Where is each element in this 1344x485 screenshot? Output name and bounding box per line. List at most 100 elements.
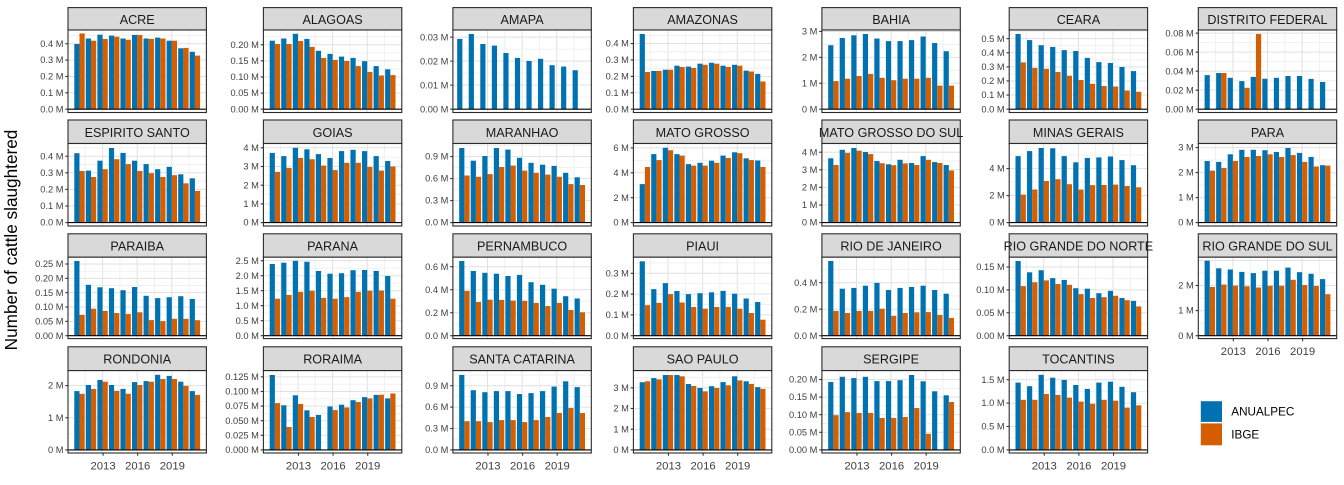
- svg-text:2016: 2016: [879, 461, 904, 473]
- svg-text:0.0 M: 0.0 M: [40, 104, 63, 114]
- svg-text:0.0 M: 0.0 M: [606, 331, 629, 341]
- svg-text:0.125 M: 0.125 M: [225, 372, 259, 382]
- svg-text:0.05 M: 0.05 M: [230, 88, 258, 98]
- svg-text:0.075 M: 0.075 M: [225, 401, 259, 411]
- svg-text:4 M: 4 M: [613, 168, 629, 178]
- svg-text:TOCANTINS: TOCANTINS: [1042, 353, 1115, 367]
- svg-text:0.4 M: 0.4 M: [794, 278, 817, 288]
- svg-text:0.3 M: 0.3 M: [606, 268, 629, 278]
- svg-text:2016: 2016: [321, 461, 346, 473]
- svg-text:0.0 M: 0.0 M: [794, 331, 817, 341]
- svg-text:0.5 M: 0.5 M: [236, 316, 259, 326]
- svg-text:0.3 M: 0.3 M: [40, 55, 63, 65]
- svg-text:2013: 2013: [656, 461, 681, 473]
- svg-text:3 M: 3 M: [1178, 143, 1194, 153]
- svg-text:ACRE: ACRE: [120, 13, 155, 27]
- svg-text:0.0 M: 0.0 M: [606, 104, 629, 114]
- svg-text:0.3 M: 0.3 M: [606, 55, 629, 65]
- svg-text:MATO GROSSO DO SUL: MATO GROSSO DO SUL: [819, 126, 963, 140]
- svg-text:0 M: 0 M: [1178, 218, 1194, 228]
- svg-text:0.0 M: 0.0 M: [981, 445, 1004, 455]
- svg-text:1 M: 1 M: [802, 78, 818, 88]
- svg-text:2 M: 2 M: [243, 180, 259, 190]
- svg-text:0.06 M: 0.06 M: [1165, 47, 1193, 57]
- svg-text:0.10 M: 0.10 M: [230, 72, 258, 82]
- svg-text:ANUALPEC: ANUALPEC: [1231, 406, 1294, 419]
- svg-text:0.9 M: 0.9 M: [425, 381, 448, 391]
- svg-text:0.025 M: 0.025 M: [225, 430, 259, 440]
- svg-text:0.00 M: 0.00 M: [420, 104, 448, 114]
- svg-text:0.0 M: 0.0 M: [425, 218, 448, 228]
- svg-text:0 M: 0 M: [802, 218, 818, 228]
- svg-text:0.0 M: 0.0 M: [425, 331, 448, 341]
- svg-text:SAO PAULO: SAO PAULO: [667, 353, 739, 367]
- svg-text:MATO GROSSO: MATO GROSSO: [656, 126, 750, 140]
- svg-text:1.0 M: 1.0 M: [981, 398, 1004, 408]
- svg-text:2016: 2016: [1255, 346, 1280, 358]
- svg-text:0.04 M: 0.04 M: [1165, 66, 1193, 76]
- svg-text:0.10 M: 0.10 M: [789, 410, 817, 420]
- svg-text:PERNAMBUCO: PERNAMBUCO: [477, 240, 567, 254]
- svg-text:AMAZONAS: AMAZONAS: [667, 13, 738, 27]
- svg-text:0.6 M: 0.6 M: [425, 174, 448, 184]
- svg-text:0 M: 0 M: [243, 218, 259, 228]
- svg-text:RORAIMA: RORAIMA: [303, 353, 362, 367]
- svg-text:0.20 M: 0.20 M: [230, 40, 258, 50]
- svg-text:4 M: 4 M: [802, 147, 818, 157]
- svg-text:2016: 2016: [510, 461, 535, 473]
- svg-text:PARA: PARA: [1251, 126, 1285, 140]
- svg-text:0.1 M: 0.1 M: [40, 201, 63, 211]
- svg-text:0.15 M: 0.15 M: [976, 262, 1004, 272]
- svg-text:0.5 M: 0.5 M: [981, 422, 1004, 432]
- svg-text:2019: 2019: [545, 461, 570, 473]
- svg-text:1 M: 1 M: [613, 424, 629, 434]
- svg-text:0.00 M: 0.00 M: [1165, 104, 1193, 114]
- svg-text:2.5 M: 2.5 M: [236, 256, 259, 266]
- svg-text:0.6 M: 0.6 M: [425, 262, 448, 272]
- svg-text:2.0 M: 2.0 M: [236, 271, 259, 281]
- svg-text:0.01 M: 0.01 M: [420, 80, 448, 90]
- svg-text:2013: 2013: [1032, 461, 1057, 473]
- svg-text:2019: 2019: [1290, 346, 1315, 358]
- svg-text:MINAS GERAIS: MINAS GERAIS: [1033, 126, 1124, 140]
- svg-text:0.00 M: 0.00 M: [976, 331, 1004, 341]
- svg-text:MARANHAO: MARANHAO: [486, 126, 559, 140]
- svg-text:0.1 M: 0.1 M: [606, 310, 629, 320]
- svg-text:0.4 M: 0.4 M: [40, 39, 63, 49]
- svg-text:0 M: 0 M: [613, 445, 629, 455]
- svg-text:0.9 M: 0.9 M: [425, 152, 448, 162]
- svg-text:0 M: 0 M: [613, 218, 629, 228]
- svg-text:0.15 M: 0.15 M: [230, 56, 258, 66]
- svg-text:2 M: 2 M: [802, 52, 818, 62]
- svg-text:1 M: 1 M: [1178, 306, 1194, 316]
- svg-text:0.1 M: 0.1 M: [40, 88, 63, 98]
- svg-text:Number of cattle slaughtered: Number of cattle slaughtered: [1, 130, 21, 351]
- svg-text:0.05 M: 0.05 M: [35, 316, 63, 326]
- svg-text:PARANA: PARANA: [307, 240, 358, 254]
- svg-text:3 M: 3 M: [243, 162, 259, 172]
- svg-text:PARAIBA: PARAIBA: [110, 240, 164, 254]
- svg-text:2019: 2019: [160, 461, 185, 473]
- svg-text:2 M: 2 M: [613, 404, 629, 414]
- svg-text:1 M: 1 M: [802, 200, 818, 210]
- svg-text:0.02 M: 0.02 M: [420, 56, 448, 66]
- svg-text:SANTA CATARINA: SANTA CATARINA: [469, 353, 575, 367]
- svg-text:IBGE: IBGE: [1231, 429, 1259, 442]
- svg-text:0.2 M: 0.2 M: [40, 72, 63, 82]
- svg-text:CEARA: CEARA: [1057, 13, 1101, 27]
- svg-text:RIO GRANDE DO NORTE: RIO GRANDE DO NORTE: [1004, 240, 1154, 254]
- svg-text:0.3 M: 0.3 M: [425, 424, 448, 434]
- svg-text:1 M: 1 M: [243, 199, 259, 209]
- svg-text:0.2 M: 0.2 M: [606, 289, 629, 299]
- svg-text:4 M: 4 M: [989, 164, 1005, 174]
- svg-text:2 M: 2 M: [48, 381, 64, 391]
- svg-text:0.00 M: 0.00 M: [789, 445, 817, 455]
- svg-text:1.5 M: 1.5 M: [981, 375, 1004, 385]
- svg-text:ESPIRITO SANTO: ESPIRITO SANTO: [85, 126, 190, 140]
- svg-text:0.3 M: 0.3 M: [981, 62, 1004, 72]
- svg-text:AMAPA: AMAPA: [501, 13, 545, 27]
- svg-text:0.050 M: 0.050 M: [225, 416, 259, 426]
- svg-text:0.20 M: 0.20 M: [35, 273, 63, 283]
- svg-text:0.000 M: 0.000 M: [225, 445, 259, 455]
- svg-text:0.05 M: 0.05 M: [789, 427, 817, 437]
